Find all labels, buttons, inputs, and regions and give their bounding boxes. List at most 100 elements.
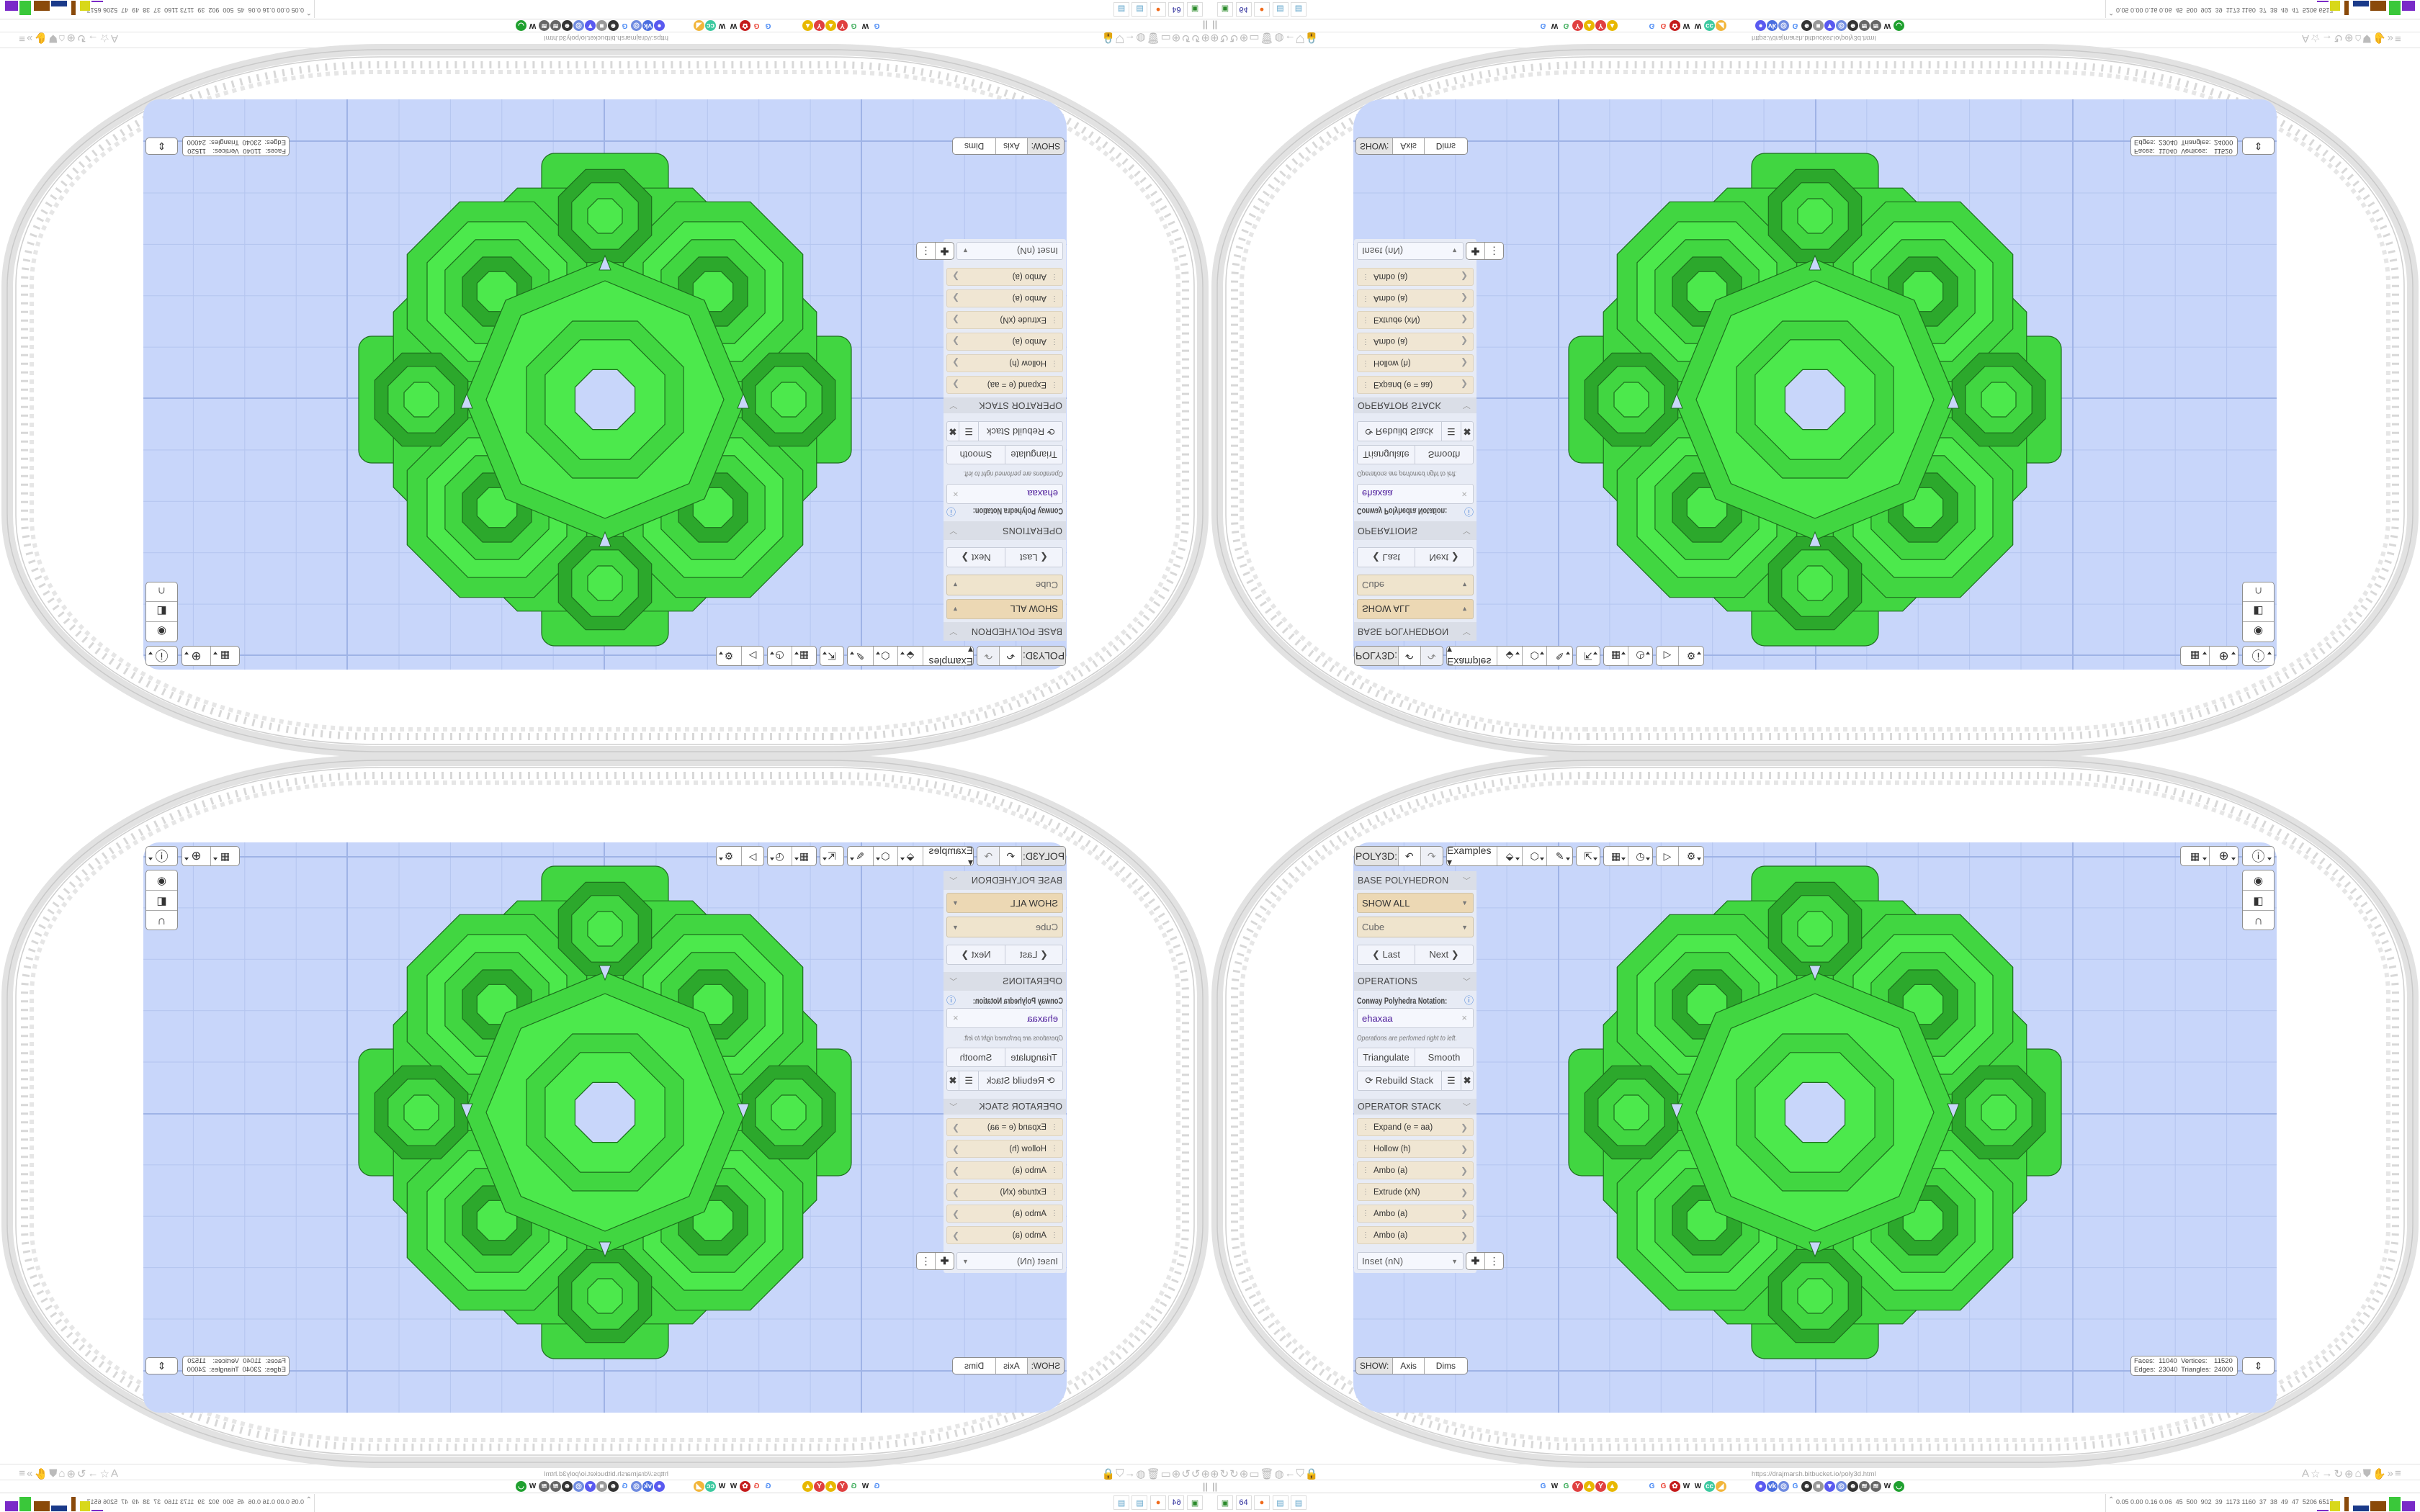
globe-icon[interactable]: ◎: [1778, 20, 1789, 31]
edit-button[interactable]: ✎: [1547, 847, 1572, 865]
yandex-icon[interactable]: Y: [1595, 20, 1606, 31]
menu-icon[interactable]: ≡: [2394, 32, 2401, 45]
undo-button[interactable]: ↶: [999, 647, 1021, 665]
clear-stack-button[interactable]: ✖: [1461, 1071, 1473, 1090]
globe-icon[interactable]: ⊕: [1210, 1468, 1219, 1480]
next-button[interactable]: Next ❯: [1429, 552, 1459, 563]
dims-toggle[interactable]: Dims: [1435, 1361, 1456, 1371]
extension-icon[interactable]: ✋: [34, 32, 48, 44]
wikipedia-icon[interactable]: W: [1883, 22, 1891, 30]
stack-item[interactable]: ⋮ Hollow (h) ❯: [946, 354, 1063, 372]
star-icon[interactable]: ☆: [2311, 32, 2321, 44]
person-icon[interactable]: ☻: [1801, 20, 1812, 31]
list-button[interactable]: ☰: [958, 1071, 979, 1090]
cheese-icon[interactable]: ◢: [694, 1481, 704, 1492]
tray-expand-icon[interactable]: ⌃: [305, 1496, 312, 1504]
examples-dropdown[interactable]: Examples ▾: [922, 846, 973, 866]
yandex-icon[interactable]: Y: [837, 20, 848, 31]
base-polyhedron-header[interactable]: BASE POLYHEDRON ﹀: [1354, 622, 1476, 641]
calendar-button[interactable]: ▦: [792, 647, 816, 665]
globe-icon[interactable]: ◎: [1836, 20, 1847, 31]
pocket-icon[interactable]: ▼: [1824, 1481, 1835, 1492]
fish-icon[interactable]: ≋: [1859, 20, 1870, 31]
google-icon[interactable]: G: [1563, 1482, 1569, 1490]
drag-handle-icon[interactable]: ⋮: [1362, 1166, 1369, 1174]
rebuild-stack-button[interactable]: ⟳ Rebuild Stack: [978, 422, 1062, 441]
drag-handle-icon[interactable]: ⋮: [1051, 316, 1058, 324]
google-icon[interactable]: G: [765, 1482, 771, 1490]
globe-icon[interactable]: ⊕: [66, 32, 76, 44]
back-arrow-icon[interactable]: ←: [1284, 1467, 1296, 1480]
vk-icon[interactable]: vk: [1767, 1481, 1778, 1492]
smooth-button[interactable]: Smooth: [1428, 449, 1461, 460]
stack-item[interactable]: ⋮ Expand (e = aa) ❯: [946, 1118, 1063, 1136]
cube-view-button[interactable]: ⬡: [872, 847, 898, 865]
forward-arrow-icon[interactable]: →: [2321, 32, 2333, 45]
shield-icon[interactable]: ⛉: [1116, 1467, 1124, 1480]
chat-icon[interactable]: ●: [654, 1481, 665, 1492]
url-bar[interactable]: https://drajmarsh.bitbucket.io/poly3d.ht…: [544, 1470, 668, 1478]
notepad-icon[interactable]: ▤: [1131, 2, 1148, 17]
globe-button[interactable]: ⊕: [182, 847, 210, 865]
redo-button[interactable]: ↷: [1420, 647, 1443, 665]
stack-options-button[interactable]: ⋮: [917, 1253, 935, 1269]
fish-icon[interactable]: ≋: [550, 1481, 561, 1492]
last-button[interactable]: ❮ Last: [1005, 548, 1062, 567]
eye-toggle-button[interactable]: ◉: [146, 621, 177, 642]
drag-handle-icon[interactable]: ⋮: [1362, 1231, 1369, 1239]
dims-toggle[interactable]: Dims: [1435, 141, 1456, 151]
gray-icon[interactable]: ■: [1813, 20, 1824, 31]
google-icon[interactable]: G: [1660, 1482, 1667, 1490]
wikipedia-icon[interactable]: W: [529, 1482, 537, 1490]
notepad-icon[interactable]: ▤: [1291, 2, 1307, 17]
magnet-toggle-button[interactable]: ∩: [146, 911, 177, 930]
overflow-icon[interactable]: »: [27, 1467, 33, 1480]
notepad-icon[interactable]: ▤: [1131, 1495, 1148, 1510]
star-icon[interactable]: ☆: [99, 32, 109, 44]
vk-icon[interactable]: vk: [1767, 20, 1778, 31]
archive-icon[interactable]: ⌂: [2354, 1467, 2362, 1480]
export-button[interactable]: ⇱: [1577, 647, 1600, 665]
globe-icon[interactable]: ⊕: [1201, 32, 1210, 44]
settings-button[interactable]: ⚙: [717, 847, 741, 865]
yandex-icon[interactable]: Y: [814, 20, 825, 31]
gray-icon[interactable]: ■: [1813, 1481, 1824, 1492]
wikipedia-icon[interactable]: W: [1682, 22, 1690, 30]
image-icon[interactable]: ▲: [1607, 20, 1618, 31]
clock-button[interactable]: ◷: [1628, 647, 1652, 665]
overflow-icon[interactable]: »: [27, 32, 33, 45]
chat-icon[interactable]: ●: [1755, 1481, 1766, 1492]
info-icon[interactable]: ⓘ: [1464, 506, 1474, 517]
trash-icon[interactable]: 🗑: [1146, 32, 1160, 44]
cube-view-button[interactable]: ⬡: [872, 647, 898, 665]
operator-stack-header[interactable]: OPERATOR STACK ﹀: [1354, 1099, 1476, 1115]
image-icon[interactable]: ▲: [802, 1481, 813, 1492]
floppy-64-icon[interactable]: 64: [1235, 2, 1252, 17]
reload-icon[interactable]: ↻: [76, 1468, 86, 1480]
lock-icon[interactable]: 🔒: [1304, 1468, 1319, 1480]
undo-button[interactable]: ↶: [1399, 847, 1421, 865]
3d-viewport[interactable]: [1353, 99, 2277, 670]
yandex-icon[interactable]: Y: [1572, 1481, 1583, 1492]
clear-icon[interactable]: ×: [1461, 489, 1467, 500]
yandex-icon[interactable]: Y: [1572, 20, 1583, 31]
green-app-icon[interactable]: ◡: [1894, 20, 1904, 31]
eye-toggle-button[interactable]: ◉: [146, 870, 177, 891]
google-icon[interactable]: G: [753, 22, 760, 30]
drag-handle-icon[interactable]: ⋮: [1051, 338, 1058, 346]
flower-icon[interactable]: ✿: [1670, 1481, 1680, 1492]
globe-icon[interactable]: ◎: [1778, 1481, 1789, 1492]
flower-icon[interactable]: ✿: [740, 20, 750, 31]
clear-icon[interactable]: ×: [953, 489, 959, 500]
triangulate-button[interactable]: Triangulate: [1358, 446, 1415, 464]
settings-button[interactable]: ⚙: [717, 647, 741, 665]
google-icon[interactable]: G: [1649, 1482, 1655, 1490]
reload-icon[interactable]: ↻: [2334, 32, 2344, 44]
base-polyhedron-header[interactable]: BASE POLYHEDRON ﹀: [944, 871, 1066, 890]
folder-icon[interactable]: ▭: [1160, 1468, 1171, 1480]
folder-icon[interactable]: ▭: [1249, 1468, 1260, 1480]
clock-button[interactable]: ◷: [1628, 847, 1652, 865]
drag-handle-icon[interactable]: ⋮: [1362, 1210, 1369, 1218]
fish-icon[interactable]: ≋: [539, 20, 550, 31]
archive-icon[interactable]: ⌂: [58, 32, 66, 45]
